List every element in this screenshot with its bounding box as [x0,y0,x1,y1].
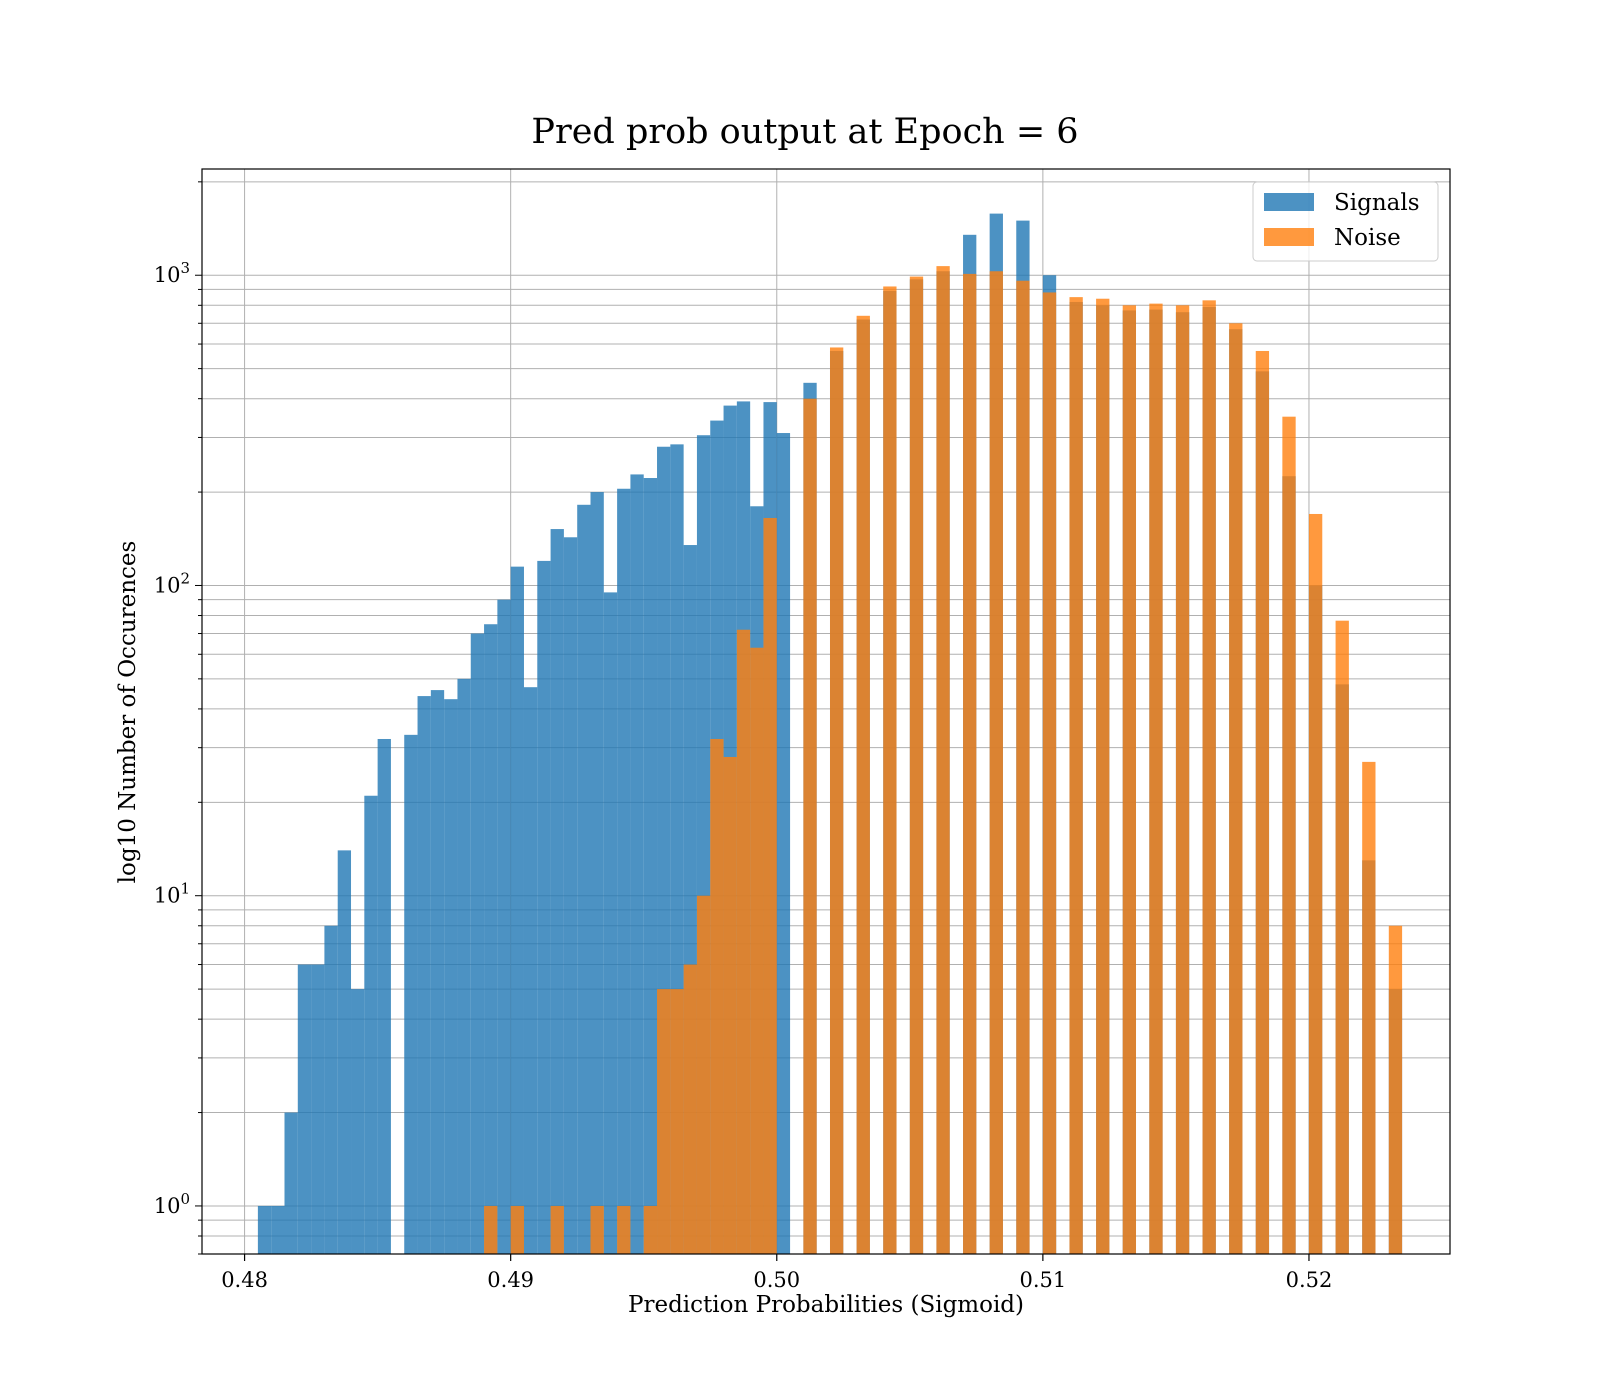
bar-signals [617,488,631,1255]
y-axis-label: log10 Number of Occurences [115,541,141,884]
bar-noise [763,517,777,1254]
bar-noise [710,738,724,1254]
bar-signals [577,504,591,1254]
x-tick-label: 0.51 [1019,1268,1066,1292]
x-tick-label: 0.52 [1286,1268,1333,1292]
bar-signals [430,690,445,1254]
bar-noise [1255,350,1270,1254]
bar-noise [736,629,751,1254]
bar-noise [1069,297,1083,1254]
bar-noise [617,1205,631,1254]
y-tick-label: 101 [154,880,190,908]
bar-signals [297,964,312,1254]
bar-noise [1335,620,1349,1254]
bar-signals [523,687,538,1254]
bar-noise [643,1205,658,1254]
bar-noise [750,647,764,1254]
bar-signals [377,738,391,1254]
legend-swatch-signals [1264,193,1314,211]
bar-noise [1308,513,1323,1254]
x-tick-label: 0.50 [753,1268,800,1292]
bar-noise [989,271,1003,1255]
bar-signals [351,989,365,1254]
bar-signals [284,1112,298,1254]
bar-noise [723,756,737,1254]
bar-signals [271,1205,285,1254]
bar-noise [550,1205,564,1254]
bar-signals [337,850,352,1254]
bar-signals [497,599,511,1254]
plot-frame [201,168,1451,1255]
histogram-bars [257,213,1403,1255]
bar-noise [1096,298,1110,1254]
bar-noise [484,1205,498,1254]
bar-signals [257,1205,272,1254]
bar-noise [590,1205,604,1254]
bar-signals [563,537,578,1254]
bar-signals [776,433,791,1254]
bar-noise [1388,925,1403,1254]
legend-label-signals: Signals [1334,190,1420,216]
bar-noise [909,276,924,1254]
bar-noise [670,989,684,1254]
bar-signals [324,925,338,1254]
bar-signals [457,678,471,1254]
bar-noise [856,315,870,1255]
legend-label-noise: Noise [1334,225,1401,251]
bar-noise [683,964,697,1254]
bar-noise [1362,761,1376,1254]
bar-noise [1016,280,1030,1254]
bar-noise [1202,300,1216,1254]
bar-noise [936,266,950,1254]
x-tick-label: 0.49 [487,1268,534,1292]
bar-noise [657,989,671,1254]
x-axis-label: Prediction Probabilities (Sigmoid) [628,1292,1024,1318]
bar-signals [364,795,378,1254]
bar-signals [537,560,551,1254]
bar-noise [803,398,817,1255]
series-noise [484,266,1403,1255]
bar-noise [1282,416,1296,1254]
y-axis-ticks: 100 101 102 103 [154,181,202,1255]
legend-swatch-noise [1264,228,1314,246]
bar-signals [470,633,485,1254]
bar-signals [643,478,658,1254]
bar-noise [1229,323,1243,1254]
bar-signals [404,734,418,1254]
bar-noise [1149,303,1163,1255]
bar-noise [1175,305,1190,1254]
bar-signals [603,592,618,1254]
y-tick-label: 103 [154,259,190,287]
bar-noise [829,347,844,1255]
legend: Signals Noise [1252,181,1439,262]
y-tick-label: 100 [154,1190,190,1218]
y-tick-label: 102 [154,569,190,597]
bar-signals [590,492,604,1254]
chart-title: Pred prob output at Epoch = 6 [531,112,1078,152]
bar-noise [883,286,897,1255]
x-tick-label: 0.48 [221,1268,268,1292]
bar-noise [963,273,977,1254]
x-axis-ticks: 0.48 0.49 0.50 0.51 0.52 [221,1254,1332,1292]
bar-signals [311,964,325,1254]
bar-noise [1042,292,1057,1254]
bar-signals [417,696,431,1254]
bar-noise [1122,305,1137,1254]
bar-signals [550,529,564,1254]
bar-noise [510,1205,524,1254]
bar-signals [484,624,498,1254]
bar-signals [630,474,644,1254]
bar-signals [510,566,524,1254]
bar-signals [444,699,458,1254]
bar-noise [696,895,711,1254]
